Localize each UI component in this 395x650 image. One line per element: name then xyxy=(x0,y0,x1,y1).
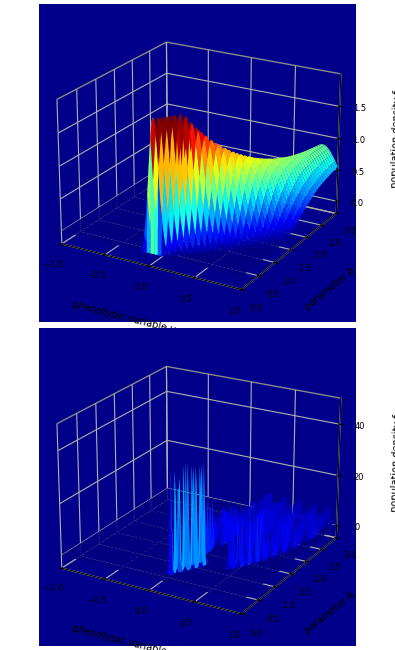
X-axis label: phenotypic variable y: phenotypic variable y xyxy=(71,299,177,335)
Y-axis label: parameter A: parameter A xyxy=(302,590,356,636)
X-axis label: phenotypic variable y: phenotypic variable y xyxy=(71,623,177,650)
Y-axis label: parameter A: parameter A xyxy=(302,265,356,311)
